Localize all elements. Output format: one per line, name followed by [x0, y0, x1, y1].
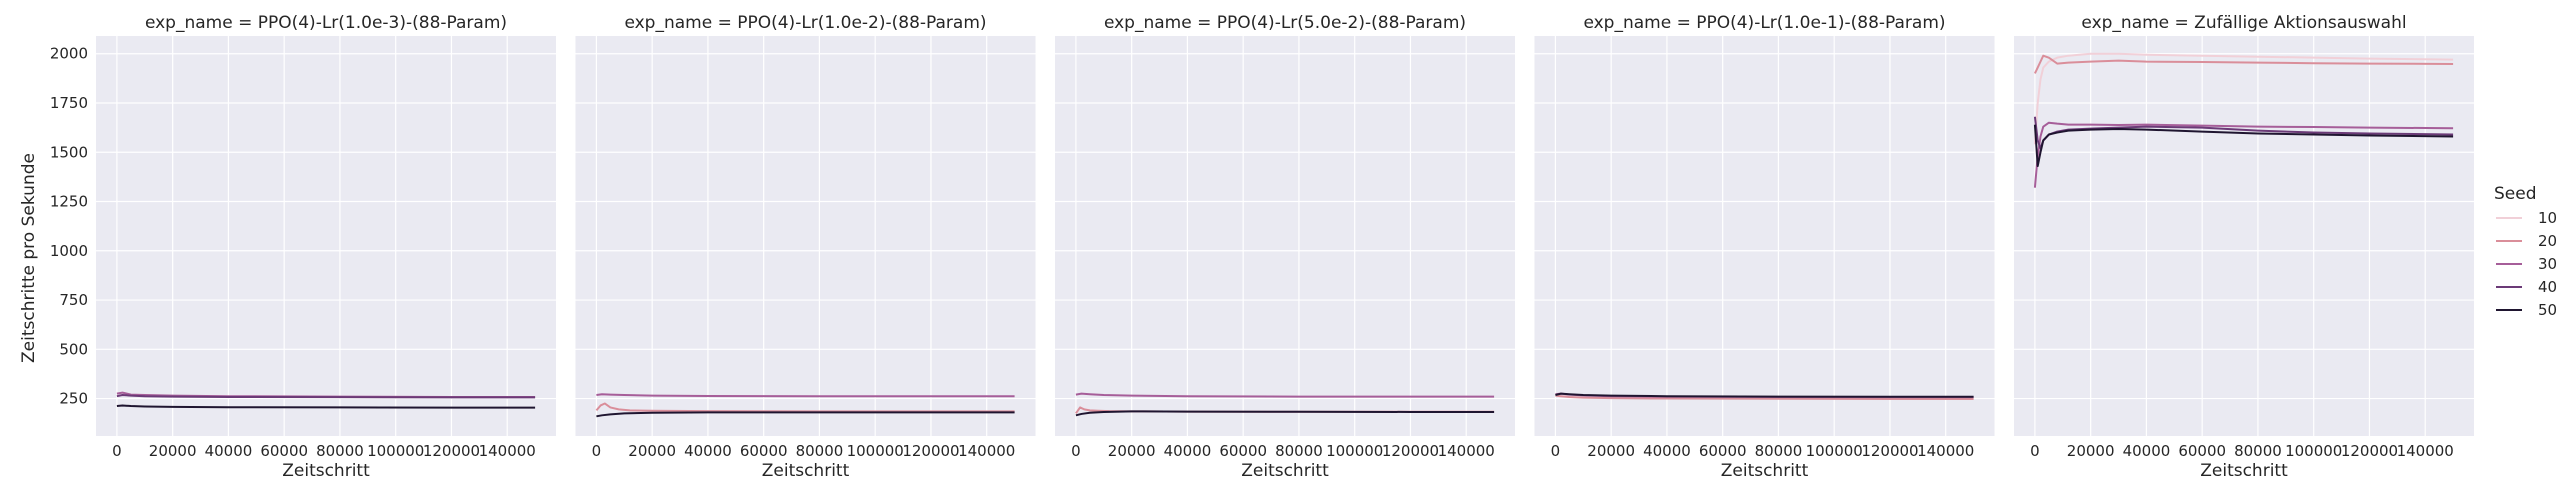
x-tick-label: 60000: [1699, 442, 1747, 460]
panel-background: [575, 36, 1036, 436]
panel-title: exp_name = PPO(4)-Lr(5.0e-2)-(88-Param): [1104, 13, 1466, 33]
x-tick-label: 80000: [1275, 442, 1323, 460]
series-line-seed-10: [2033, 52, 2454, 145]
x-tick-label: 40000: [1643, 442, 1691, 460]
legend-label: 20: [2538, 232, 2557, 250]
x-tick-label: 0: [1071, 442, 1081, 460]
panel-background: [1055, 36, 1515, 436]
legend-label: 50: [2538, 301, 2557, 319]
x-tick-label: 140000: [479, 442, 536, 460]
x-tick-label: 60000: [1219, 442, 1267, 460]
y-tick-label: 2000: [50, 45, 88, 63]
panel-2: exp_name = PPO(4)-Lr(1.0e-2)-(88-Param) 0…: [575, 13, 1036, 481]
legend-label: 30: [2538, 255, 2557, 273]
x-tick-label: 120000: [902, 442, 959, 460]
x-tick-label: 20000: [1587, 442, 1635, 460]
x-tick-label: 100000: [1326, 442, 1383, 460]
series-line-seed-30: [2033, 121, 2454, 188]
y-tick-label: 500: [59, 340, 88, 358]
panel-title: exp_name = PPO(4)-Lr(1.0e-2)-(88-Param): [624, 13, 986, 33]
panel-5: exp_name = Zufällige Aktionsauswahl 0 2000…: [2014, 13, 2474, 481]
series-line-seed-50: [596, 411, 1015, 418]
panel-title: exp_name = Zufällige Aktionsauswahl: [2081, 13, 2406, 33]
chart-panels: exp_name = PPO(4)-Lr(1.0e-3)-(88-Param) 0…: [50, 13, 2474, 481]
x-axis-label: Zeitschritt: [282, 461, 370, 481]
x-axis-label: Zeitschritt: [762, 461, 850, 481]
x-axis-label: Zeitschritt: [1241, 461, 1329, 481]
x-tick-label: 60000: [260, 442, 308, 460]
panel-3: exp_name = PPO(4)-Lr(5.0e-2)-(88-Param) 0…: [1055, 13, 1515, 481]
x-tick-label: 100000: [367, 442, 424, 460]
panel-4: exp_name = PPO(4)-Lr(1.0e-1)-(88-Param) 0…: [1534, 13, 1995, 481]
x-tick-label: 40000: [205, 442, 253, 460]
x-tick-label: 0: [1551, 442, 1561, 460]
x-tick-label: 40000: [2123, 442, 2171, 460]
series-line-seed-20: [2034, 54, 2454, 74]
legend-items: 10 20 30 40 50: [2496, 209, 2557, 319]
y-tick-label: 1250: [50, 193, 88, 211]
y-tick-label: 1500: [50, 143, 88, 161]
legend-item-seed-40: 40: [2496, 278, 2557, 296]
x-tick-label: 40000: [1164, 442, 1212, 460]
series-line-seed-20: [1555, 394, 1974, 400]
panel-1: exp_name = PPO(4)-Lr(1.0e-3)-(88-Param) 0…: [50, 13, 556, 481]
series-line-seed-50: [2033, 124, 2454, 168]
x-tick-label: 100000: [2285, 442, 2342, 460]
x-tick-label: 0: [592, 442, 602, 460]
x-tick-label: 20000: [1108, 442, 1156, 460]
y-tick-label: 250: [59, 390, 88, 408]
panel-background: [96, 36, 556, 436]
legend-item-seed-20: 20: [2496, 232, 2557, 250]
series-line-seed-30: [596, 393, 1015, 398]
x-tick-label: 100000: [1806, 442, 1863, 460]
legend-item-seed-10: 10: [2496, 209, 2557, 227]
series-line-seed-20: [595, 402, 1015, 413]
legend-item-seed-30: 30: [2496, 255, 2557, 273]
series-line-seed-50: [1555, 392, 1974, 398]
legend-title: Seed: [2494, 184, 2537, 204]
x-tick-label: 40000: [684, 442, 732, 460]
panel-title: exp_name = PPO(4)-Lr(1.0e-1)-(88-Param): [1583, 13, 1945, 33]
y-tick-label: 1000: [50, 242, 88, 260]
series-line-seed-30: [1075, 392, 1495, 398]
x-tick-label: 0: [112, 442, 122, 460]
panel-background: [1534, 36, 1995, 436]
x-tick-label: 0: [2030, 442, 2040, 460]
y-tick-label: 750: [59, 291, 88, 309]
x-tick-label: 80000: [796, 442, 844, 460]
x-tick-label: 100000: [847, 442, 904, 460]
x-axis-label: Zeitschritt: [1721, 461, 1809, 481]
x-tick-label: 20000: [628, 442, 676, 460]
legend: Seed 10 20 30 40 50: [2494, 184, 2557, 319]
series-line-seed-40: [116, 394, 536, 399]
x-tick-label: 120000: [1382, 442, 1439, 460]
x-tick-label: 120000: [1861, 442, 1918, 460]
x-tick-label: 140000: [958, 442, 1015, 460]
x-tick-label: 80000: [1755, 442, 1803, 460]
panel-title: exp_name = PPO(4)-Lr(1.0e-3)-(88-Param): [145, 13, 507, 33]
x-tick-label: 60000: [2178, 442, 2226, 460]
y-axis-label: Zeitschritte pro Sekunde: [19, 153, 39, 363]
x-tick-label: 140000: [2397, 442, 2454, 460]
series-line-seed-50: [116, 404, 536, 409]
legend-label: 40: [2538, 278, 2557, 296]
series-line-seed-50: [1075, 410, 1495, 417]
legend-item-seed-50: 50: [2496, 301, 2557, 319]
x-tick-label: 120000: [2341, 442, 2398, 460]
x-tick-label: 80000: [2234, 442, 2282, 460]
x-tick-label: 140000: [1917, 442, 1974, 460]
x-axis-label: Zeitschritt: [2200, 461, 2288, 481]
y-tick-label: 1750: [50, 94, 88, 112]
x-tick-label: 20000: [2067, 442, 2115, 460]
legend-label: 10: [2538, 209, 2557, 227]
x-tick-label: 60000: [740, 442, 788, 460]
x-tick-label: 20000: [149, 442, 197, 460]
x-tick-label: 80000: [316, 442, 364, 460]
panel-background: [2014, 36, 2474, 436]
x-tick-label: 140000: [1438, 442, 1495, 460]
x-tick-label: 120000: [423, 442, 480, 460]
